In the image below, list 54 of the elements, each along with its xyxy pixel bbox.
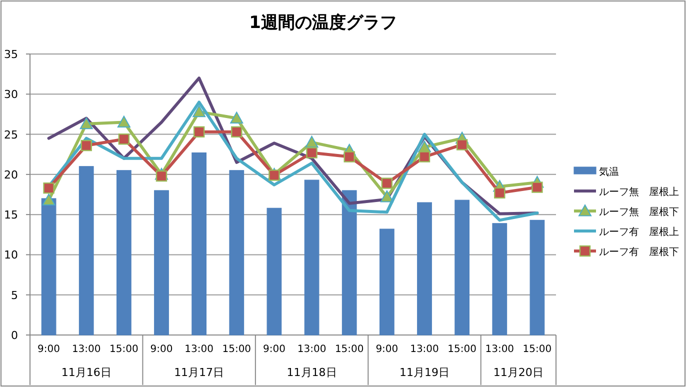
x-tick-label: 15:00 xyxy=(334,344,364,355)
x-tick-label: 13:00 xyxy=(410,344,439,355)
y-tick-label: 10 xyxy=(4,248,18,262)
legend-label: ルーフ無 屋根上 xyxy=(599,186,679,198)
x-tick-label: 15:00 xyxy=(448,344,476,355)
x-tick-label: 15:00 xyxy=(110,344,138,355)
point xyxy=(230,112,244,124)
text: 11月19日 xyxy=(400,366,450,379)
x-tick-label: 9:00 xyxy=(38,344,60,355)
point xyxy=(231,126,242,138)
legend-label: ルーフ有 屋根下 xyxy=(599,246,679,258)
point xyxy=(80,117,93,130)
y-tick-label: 25 xyxy=(4,128,18,142)
y-tick-label: 30 xyxy=(4,88,18,102)
point xyxy=(305,136,318,148)
point xyxy=(532,182,543,193)
text: 11月20日 xyxy=(493,366,544,379)
x-tick-label: 13:00 xyxy=(485,344,514,355)
point xyxy=(80,140,92,152)
x-tick-label: 13:00 xyxy=(297,344,326,355)
y-tick-label: 15 xyxy=(4,208,18,222)
point xyxy=(418,151,430,162)
point xyxy=(193,126,205,138)
point xyxy=(268,170,280,181)
x-tick-label: 15:00 xyxy=(222,344,252,355)
x-tick-label: 9:00 xyxy=(376,344,398,355)
legend-label: ルーフ無 屋根下 xyxy=(599,206,679,218)
x-tick-label: 9:00 xyxy=(262,344,286,355)
point xyxy=(156,170,168,182)
legend-label: 気温 xyxy=(599,166,619,178)
x-tick-label: 15:00 xyxy=(522,344,552,355)
point xyxy=(344,151,355,162)
x-tick-label: 13:00 xyxy=(184,344,214,355)
x-tick-label: 13:00 xyxy=(72,344,101,355)
point xyxy=(306,147,318,158)
text: 11月17日 xyxy=(174,366,224,379)
point xyxy=(192,105,206,118)
point xyxy=(381,178,393,189)
point xyxy=(118,134,130,145)
point xyxy=(456,139,468,150)
x-tick-label: 9:00 xyxy=(150,344,173,355)
point xyxy=(494,187,506,198)
chart-title: 1週間の温度グラフ xyxy=(249,13,397,33)
point xyxy=(42,194,56,206)
text: 11月16日 xyxy=(61,366,112,379)
point xyxy=(43,182,54,194)
text: 11月18日 xyxy=(286,366,337,379)
y-tick-label: 20 xyxy=(4,168,18,182)
point xyxy=(380,190,394,202)
legend-label: ルーフ有 屋根上 xyxy=(599,226,679,238)
point xyxy=(117,116,130,128)
y-tick-label: 0 xyxy=(11,329,18,342)
y-tick-label: 35 xyxy=(4,48,18,61)
y-tick-label: 5 xyxy=(11,288,18,302)
